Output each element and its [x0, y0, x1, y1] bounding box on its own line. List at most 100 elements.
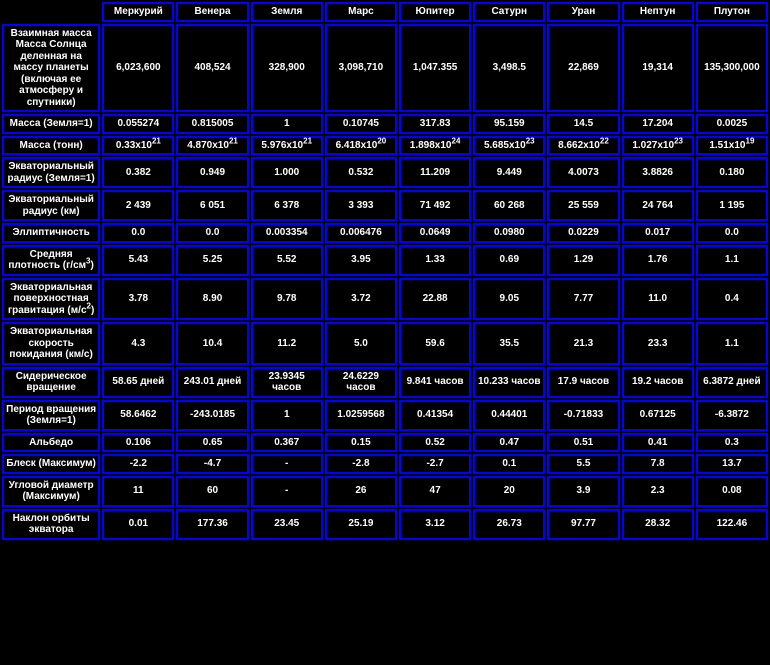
table-row: Экваториальный радиус (Земля=1)0.3820.94… — [2, 157, 768, 188]
planet-data-table: Меркурий Венера Земля Марс Юпитер Сатурн… — [0, 0, 770, 542]
cell: 9.841 часов — [399, 367, 471, 398]
cell: 3 393 — [325, 190, 397, 221]
cell: 3.9 — [547, 476, 619, 507]
row-header: Экваториальный радиус (Земля=1) — [2, 157, 100, 188]
row-header: Масса (Земля=1) — [2, 114, 100, 134]
cell: 0.006476 — [325, 223, 397, 243]
cell: 0.41 — [622, 433, 694, 453]
cell: 1.76 — [622, 245, 694, 276]
cell: 0.01 — [102, 509, 174, 540]
cell: 59.6 — [399, 322, 471, 365]
cell: 6 378 — [251, 190, 323, 221]
cell: 13.7 — [696, 454, 768, 474]
cell: 60 — [176, 476, 248, 507]
cell: 0.08 — [696, 476, 768, 507]
cell: 23.9345 часов — [251, 367, 323, 398]
cell: 0.65 — [176, 433, 248, 453]
cell: 21.3 — [547, 322, 619, 365]
cell: 9.05 — [473, 278, 545, 321]
cell: 26.73 — [473, 509, 545, 540]
cell: 0.10745 — [325, 114, 397, 134]
table-row: Наклон орбиты экватора0.01177.3623.4525.… — [2, 509, 768, 540]
cell: 122.46 — [696, 509, 768, 540]
table-row: Экваториальный радиус (км)2 4396 0516 37… — [2, 190, 768, 221]
cell: 5.976x1021 — [251, 136, 323, 156]
cell: 0.0 — [102, 223, 174, 243]
cell: 0.180 — [696, 157, 768, 188]
cell: 1 195 — [696, 190, 768, 221]
cell: 0.0 — [176, 223, 248, 243]
row-header: Масса (тонн) — [2, 136, 100, 156]
row-header: Экваториальная поверхностная гравитация … — [2, 278, 100, 321]
cell: 3.12 — [399, 509, 471, 540]
col-header: Марс — [325, 2, 397, 22]
cell: 58.65 дней — [102, 367, 174, 398]
row-header: Блеск (Максимум) — [2, 454, 100, 474]
cell: 26 — [325, 476, 397, 507]
cell: 8.90 — [176, 278, 248, 321]
cell: 6 051 — [176, 190, 248, 221]
cell: 11 — [102, 476, 174, 507]
cell: 177.36 — [176, 509, 248, 540]
cell: 5.25 — [176, 245, 248, 276]
cell: 0.15 — [325, 433, 397, 453]
cell: 0.0980 — [473, 223, 545, 243]
row-header: Экваториальный радиус (км) — [2, 190, 100, 221]
cell: -2.8 — [325, 454, 397, 474]
col-header: Юпитер — [399, 2, 471, 22]
cell: 0.017 — [622, 223, 694, 243]
cell: 5.43 — [102, 245, 174, 276]
cell: 0.0649 — [399, 223, 471, 243]
cell: 0.949 — [176, 157, 248, 188]
cell: 8.662x1022 — [547, 136, 619, 156]
cell: 7.77 — [547, 278, 619, 321]
col-header: Нептун — [622, 2, 694, 22]
cell: 1 — [251, 400, 323, 431]
cell: 28.32 — [622, 509, 694, 540]
cell: 11.209 — [399, 157, 471, 188]
table-row: Взаимная масса Масса Солнца деленная на … — [2, 24, 768, 113]
cell: 25 559 — [547, 190, 619, 221]
cell: 24 764 — [622, 190, 694, 221]
cell: 1,047.355 — [399, 24, 471, 113]
cell: 0.44401 — [473, 400, 545, 431]
cell: 0.532 — [325, 157, 397, 188]
cell: 17.9 часов — [547, 367, 619, 398]
cell: 6,023,600 — [102, 24, 174, 113]
row-header: Альбедо — [2, 433, 100, 453]
cell: 0.52 — [399, 433, 471, 453]
cell: 35.5 — [473, 322, 545, 365]
cell: 1.0259568 — [325, 400, 397, 431]
col-header: Меркурий — [102, 2, 174, 22]
cell: 71 492 — [399, 190, 471, 221]
cell: 58.6462 — [102, 400, 174, 431]
cell: 3.72 — [325, 278, 397, 321]
cell: 3,498.5 — [473, 24, 545, 113]
cell: 1.1 — [696, 245, 768, 276]
cell: 9.78 — [251, 278, 323, 321]
cell: - — [251, 454, 323, 474]
table-row: Средняя плотность (г/см3)5.435.255.523.9… — [2, 245, 768, 276]
cell: 0.33x1021 — [102, 136, 174, 156]
cell: 1.027x1023 — [622, 136, 694, 156]
cell: 10.233 часов — [473, 367, 545, 398]
cell: 3.95 — [325, 245, 397, 276]
cell: 0.1 — [473, 454, 545, 474]
cell: 10.4 — [176, 322, 248, 365]
cell: 0.367 — [251, 433, 323, 453]
table-row: Экваториальная поверхностная гравитация … — [2, 278, 768, 321]
cell: 0.0025 — [696, 114, 768, 134]
cell: 0.815005 — [176, 114, 248, 134]
cell: -6.3872 — [696, 400, 768, 431]
row-header: Период вращения (Земля=1) — [2, 400, 100, 431]
cell: - — [251, 476, 323, 507]
cell: 317.83 — [399, 114, 471, 134]
cell: 3.8826 — [622, 157, 694, 188]
cell: 1.29 — [547, 245, 619, 276]
cell: 97.77 — [547, 509, 619, 540]
cell: 0.51 — [547, 433, 619, 453]
cell: -4.7 — [176, 454, 248, 474]
cell: 1.33 — [399, 245, 471, 276]
cell: 2 439 — [102, 190, 174, 221]
cell: 1.1 — [696, 322, 768, 365]
